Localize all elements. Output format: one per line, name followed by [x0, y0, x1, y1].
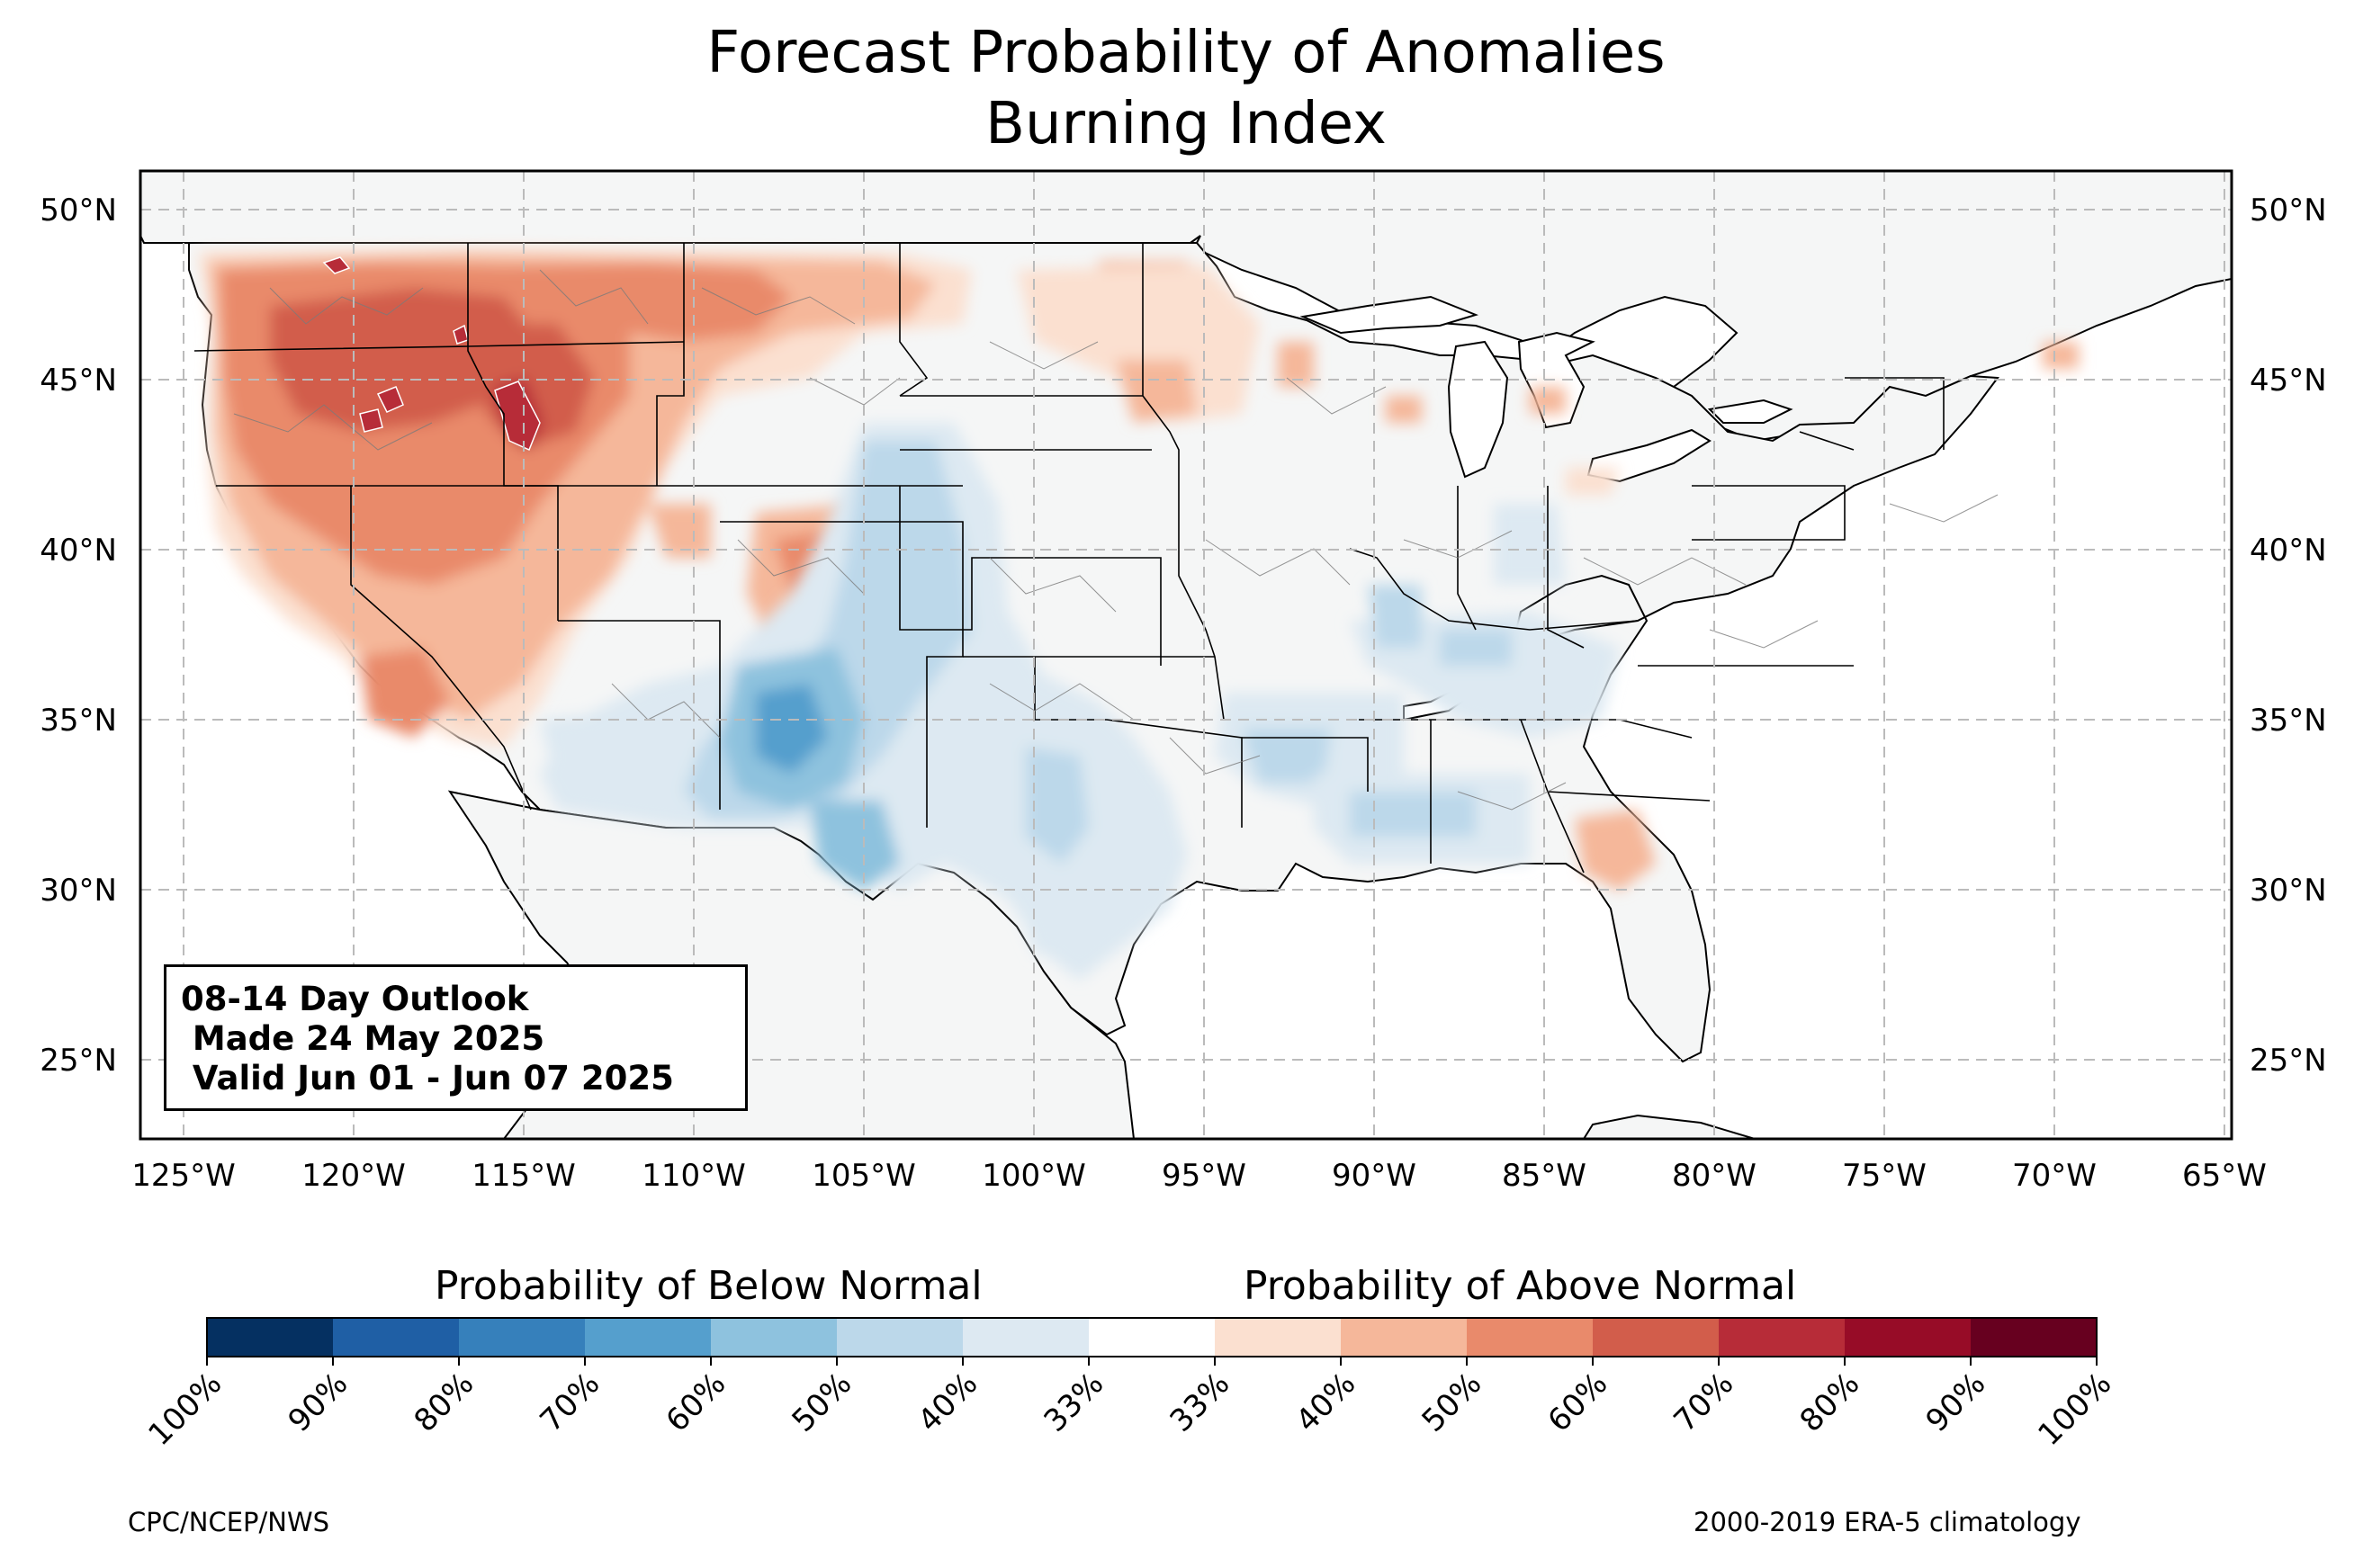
- lat-label: 50°N: [2250, 193, 2327, 228]
- colorbar-segment: [711, 1318, 838, 1357]
- colorbar: 100% 90% 80% 70% 60% 50% 40% 33% 33% 40% 50% 60% 70%…: [141, 1317, 2118, 1453]
- lon-label: 90°W: [1332, 1158, 1416, 1194]
- lon-label: 65°W: [2182, 1158, 2267, 1194]
- colorbar-segment: [1593, 1318, 1720, 1357]
- lon-label: 105°W: [812, 1158, 916, 1194]
- lat-label: 45°N: [2250, 363, 2327, 399]
- lat-label: 35°N: [2250, 703, 2327, 739]
- lon-label: 100°W: [982, 1158, 1086, 1194]
- colorbar-below-title: Probability of Below Normal: [435, 1263, 983, 1309]
- lat-label: 35°N: [40, 703, 117, 739]
- above-normal-shading: [198, 247, 2079, 891]
- colorbar-segment: [1215, 1318, 1342, 1357]
- lat-label: 25°N: [40, 1043, 117, 1079]
- lon-label: 85°W: [1502, 1158, 1586, 1194]
- colorbar-tick-label: 90%: [1919, 1366, 1993, 1439]
- above-normal-peaks: [322, 256, 541, 452]
- map-frame: [139, 169, 2233, 1141]
- colorbar-tick-label: 90%: [282, 1366, 355, 1439]
- colorbar-segment: [207, 1318, 334, 1357]
- colorbar-tick-label: 80%: [408, 1366, 481, 1439]
- lon-label: 80°W: [1672, 1158, 1757, 1194]
- colorbar-segment: [1341, 1318, 1468, 1357]
- colorbar-tick-label: 100%: [141, 1366, 229, 1453]
- outlook-period: 08-14 Day Outlook: [181, 980, 529, 1018]
- colorbar-segment: [837, 1318, 964, 1357]
- colorbar-segment: [333, 1318, 460, 1357]
- outlook-info-box: 08-14 Day Outlook Made 24 May 2025 Valid…: [164, 964, 748, 1111]
- lat-labels-left: 50°N 45°N 40°N 35°N 30°N 25°N: [40, 193, 117, 1079]
- colorbar-tick-label: 50%: [1415, 1366, 1489, 1439]
- chart-subtitle: Burning Index: [985, 91, 1387, 157]
- colorbar-tick-label: 33%: [1038, 1366, 1111, 1439]
- colorbar-segment: [1971, 1318, 2098, 1357]
- lon-label: 110°W: [642, 1158, 746, 1194]
- colorbar-tick-label: 40%: [1289, 1366, 1363, 1439]
- lon-label: 75°W: [1842, 1158, 1927, 1194]
- colorbar-tick-label: 40%: [912, 1366, 985, 1439]
- colorbar-above-title: Probability of Above Normal: [1244, 1263, 1797, 1309]
- colorbar-segment: [1467, 1318, 1594, 1357]
- colorbar-segment: [963, 1318, 1090, 1357]
- colorbar-tick-label: 70%: [1667, 1366, 1741, 1439]
- lat-labels-right: 50°N 45°N 40°N 35°N 30°N 25°N: [2250, 193, 2327, 1079]
- colorbar-tick-label: 33%: [1164, 1366, 1237, 1439]
- colorbar-segment: [1845, 1318, 1972, 1357]
- lon-label: 70°W: [2012, 1158, 2097, 1194]
- outlook-valid-dates: Valid Jun 01 - Jun 07 2025: [181, 1059, 674, 1098]
- lon-label: 120°W: [301, 1158, 406, 1194]
- lat-label: 25°N: [2250, 1043, 2327, 1079]
- lon-label: 115°W: [472, 1158, 576, 1194]
- colorbar-segment: [1089, 1318, 1216, 1357]
- colorbar-tick-label: 100%: [2031, 1366, 2118, 1453]
- outlook-made-date: Made 24 May 2025: [181, 1019, 545, 1058]
- lon-label: 95°W: [1162, 1158, 1246, 1194]
- colorbar-tick-label: 80%: [1793, 1366, 1867, 1439]
- colorbar-segment: [585, 1318, 712, 1357]
- colorbar-tick-label: 60%: [1541, 1366, 1615, 1439]
- lat-label: 50°N: [40, 193, 117, 228]
- lat-label: 30°N: [2250, 873, 2327, 909]
- lon-label: 125°W: [131, 1158, 236, 1194]
- colorbar-tick-label: 60%: [660, 1366, 733, 1439]
- credit-text: CPC/NCEP/NWS: [128, 1507, 330, 1537]
- lat-label: 40°N: [40, 533, 117, 569]
- chart-title: Forecast Probability of Anomalies: [706, 20, 1666, 86]
- lat-label: 40°N: [2250, 533, 2327, 569]
- lat-label: 30°N: [40, 873, 117, 909]
- colorbar-border: [206, 1317, 2098, 1357]
- lat-label: 45°N: [40, 363, 117, 399]
- colorbar-tick-label: 70%: [534, 1366, 607, 1439]
- county-boundaries: [233, 269, 1999, 811]
- lon-labels: 125°W 120°W 115°W 110°W 105°W 100°W 95°W…: [131, 1158, 2267, 1194]
- graticule: [140, 171, 2232, 1139]
- colorbar-segment: [1719, 1318, 1846, 1357]
- colorbar-segment: [459, 1318, 586, 1357]
- cuba-landmass: [1582, 1114, 1756, 1139]
- colorbar-tick-label: 50%: [786, 1366, 859, 1439]
- climatology-note: 2000-2019 ERA-5 climatology: [1694, 1507, 2081, 1537]
